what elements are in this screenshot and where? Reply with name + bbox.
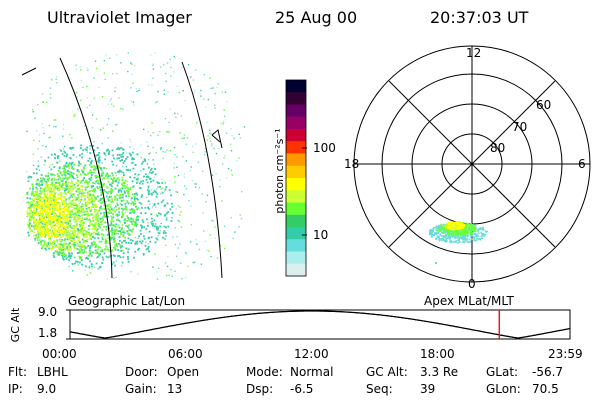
altitude-curve xyxy=(69,310,571,339)
apex-caption: Apex MLat/MLT xyxy=(424,294,514,308)
orbit-y-bottom: 1.8 xyxy=(38,326,58,340)
colorbar-swatch xyxy=(286,92,306,106)
status-dsp-label: Dsp: xyxy=(246,382,274,396)
colorbar-swatch xyxy=(286,263,306,277)
mlt-label-18: 18 xyxy=(344,157,360,171)
status-glon-value: 70.5 xyxy=(532,382,559,396)
status-door-label: Door: xyxy=(125,365,158,379)
colorbar-swatch xyxy=(286,202,306,216)
lat-label-70: 70 xyxy=(512,120,528,134)
orbit-x-tick-1: 06:00 xyxy=(168,347,203,361)
lat-label-60: 60 xyxy=(536,98,552,112)
colorbar xyxy=(285,79,307,277)
status-door-value: Open xyxy=(167,365,200,379)
status-mode-value: Normal xyxy=(290,365,334,379)
status-flt-label: Flt: xyxy=(8,365,27,379)
colorbar-swatch xyxy=(286,80,306,93)
geographic-caption: Geographic Lat/Lon xyxy=(68,294,186,308)
status-gain-label: Gain: xyxy=(125,382,157,396)
orbit-x-tick-4: 23:59 xyxy=(548,347,583,361)
status-ip-label: IP: xyxy=(8,382,23,396)
polar-auroral-oval xyxy=(429,221,488,264)
status-seq-label: Seq: xyxy=(366,382,393,396)
lat-label-80: 80 xyxy=(490,141,506,155)
noise-speckles xyxy=(26,52,246,280)
mlt-label-12: 12 xyxy=(466,46,482,60)
polar-plot xyxy=(353,45,591,283)
status-gcalt-label: GC Alt: xyxy=(366,365,408,379)
longitude-line-1 xyxy=(59,57,113,279)
status-seq-value: 39 xyxy=(420,382,436,396)
colorbar-swatch xyxy=(286,116,306,130)
mlt-line-diag-2 xyxy=(388,80,556,248)
colorbar-swatch xyxy=(286,141,306,155)
colorbar-swatch xyxy=(286,214,306,228)
colorbar-swatch xyxy=(286,251,306,265)
status-ip-value: 9.0 xyxy=(37,382,57,396)
orbit-x-tick-3: 18:00 xyxy=(420,347,455,361)
limb-mark xyxy=(21,67,37,76)
colorbar-swatch xyxy=(286,104,306,118)
image-date: 25 Aug 00 xyxy=(275,8,358,27)
colorbar-swatch xyxy=(286,153,306,167)
colorbar-tick-100: 100 xyxy=(313,141,336,155)
mlt-label-6: 6 xyxy=(578,157,586,171)
instrument-title: Ultraviolet Imager xyxy=(47,8,192,27)
colorbar-swatch xyxy=(286,227,306,240)
colorbar-swatch xyxy=(286,129,306,142)
longitude-line-2 xyxy=(181,61,223,279)
colorbar-ticks xyxy=(302,147,307,236)
colorbar-tick-10: 10 xyxy=(313,228,329,242)
orbit-axis-label: GC Alt xyxy=(9,307,22,343)
status-dsp-value: -6.5 xyxy=(290,382,314,396)
coastline-mark xyxy=(211,129,223,149)
image-time: 20:37:03 UT xyxy=(430,8,529,27)
colorbar-swatch xyxy=(286,190,306,204)
orbit-x-tick-0: 00:00 xyxy=(42,347,77,361)
colorbar-frame xyxy=(285,79,307,277)
status-gain-value: 13 xyxy=(167,382,183,396)
orbit-plot xyxy=(66,309,571,340)
auroral-emission xyxy=(26,144,174,269)
status-glat-label: GLat: xyxy=(486,365,519,379)
colorbar-swatch xyxy=(286,178,306,191)
status-glon-label: GLon: xyxy=(486,382,521,396)
colorbar-swatch xyxy=(286,165,306,179)
status-gcalt-value: 3.3 Re xyxy=(420,365,459,379)
orbit-frame xyxy=(69,309,571,340)
status-flt-value: LBHL xyxy=(37,365,68,379)
geographic-image xyxy=(21,52,246,280)
mlt-label-0: 0 xyxy=(468,277,476,291)
orbit-y-top: 9.0 xyxy=(38,305,58,319)
orbit-x-tick-2: 12:00 xyxy=(294,347,329,361)
status-glat-value: -56.7 xyxy=(532,365,564,379)
colorbar-unit: photon cm⁻²s⁻¹ xyxy=(273,128,286,214)
colorbar-swatch xyxy=(286,239,306,253)
status-mode-label: Mode: xyxy=(246,365,283,379)
